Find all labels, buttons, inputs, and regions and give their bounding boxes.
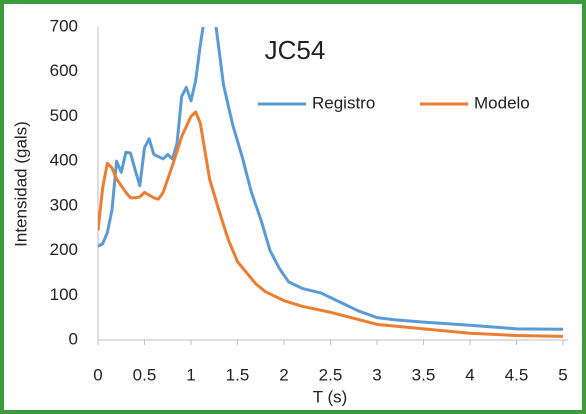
series-line bbox=[98, 27, 564, 331]
y-tick-label: 100 bbox=[50, 285, 78, 304]
x-tick-label: 2 bbox=[279, 365, 288, 384]
x-tick-label: 0.5 bbox=[133, 365, 157, 384]
x-tick-label: 1.5 bbox=[226, 365, 250, 384]
x-tick-label: 0 bbox=[93, 365, 102, 384]
x-axis-label: T (s) bbox=[313, 387, 348, 406]
y-tick-label: 700 bbox=[50, 16, 78, 35]
x-tick-label: 1 bbox=[186, 365, 195, 384]
y-axis-label: Intensidad (gals) bbox=[11, 121, 30, 247]
y-tick-label: 500 bbox=[50, 106, 78, 125]
x-tick-label: 3.5 bbox=[412, 365, 436, 384]
y-tick-label: 600 bbox=[50, 61, 78, 80]
y-tick-label: 200 bbox=[50, 240, 78, 259]
y-tick-label: 400 bbox=[50, 151, 78, 170]
x-tick-label: 2.5 bbox=[319, 365, 343, 384]
x-tick-label: 4.5 bbox=[505, 365, 529, 384]
y-tick-label: 300 bbox=[50, 195, 78, 214]
y-tick-label: 0 bbox=[69, 329, 78, 348]
plot-lines bbox=[98, 27, 564, 338]
x-tick-label: 4 bbox=[465, 365, 474, 384]
chart-title: JC54 bbox=[265, 35, 326, 65]
series-line bbox=[98, 110, 564, 338]
x-tick-label: 5 bbox=[558, 365, 567, 384]
x-tick-label: 3 bbox=[372, 365, 381, 384]
legend-label: Modelo bbox=[474, 93, 530, 112]
legend-label: Registro bbox=[312, 93, 375, 112]
